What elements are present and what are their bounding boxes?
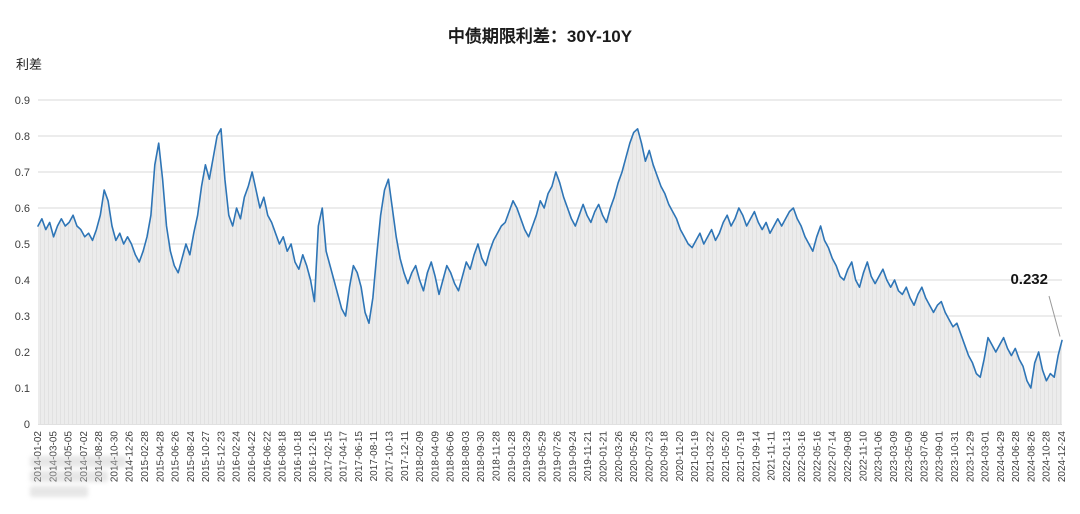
x-tick-label: 2022-05-16 bbox=[813, 431, 824, 483]
y-tick-label: 0.1 bbox=[15, 383, 30, 395]
x-tick-label: 2015-12-23 bbox=[216, 431, 227, 483]
x-tick-label: 2020-01-21 bbox=[599, 431, 610, 483]
x-tick-label: 2024-06-28 bbox=[1011, 431, 1022, 483]
x-tick-label: 2024-10-28 bbox=[1042, 431, 1053, 483]
y-tick-label: 0.3 bbox=[15, 311, 30, 323]
x-tick-label: 2019-05-29 bbox=[537, 431, 548, 483]
x-tick-label: 2022-11-10 bbox=[858, 431, 869, 482]
x-tick-label: 2021-01-19 bbox=[690, 431, 701, 483]
x-tick-label: 2014-10-30 bbox=[109, 431, 120, 483]
x-tick-label: 2018-06-06 bbox=[446, 431, 457, 483]
x-tick-label: 2014-01-02 bbox=[33, 431, 44, 483]
x-tick-label: 2023-09-01 bbox=[935, 431, 946, 483]
x-tick-label: 2023-05-09 bbox=[904, 431, 915, 483]
x-tick-label: 2021-11-11 bbox=[767, 431, 778, 481]
x-tick-label: 2021-09-14 bbox=[751, 431, 762, 483]
x-tick-label: 2022-09-08 bbox=[843, 431, 854, 483]
y-tick-label: 0.2 bbox=[15, 347, 30, 359]
spread-line-series bbox=[37, 128, 1063, 389]
x-tick-label: 2014-07-02 bbox=[79, 431, 90, 483]
x-tick-label: 2017-10-13 bbox=[385, 431, 396, 483]
x-tick-label: 2015-04-28 bbox=[155, 431, 166, 483]
x-tick-label: 2018-04-09 bbox=[430, 431, 441, 483]
x-tick-label: 2014-03-05 bbox=[48, 431, 59, 483]
x-tick-label: 2020-07-23 bbox=[644, 431, 655, 483]
x-tick-label: 2023-12-29 bbox=[965, 431, 976, 483]
x-tick-label: 2024-04-29 bbox=[996, 431, 1007, 483]
x-tick-label: 2024-03-01 bbox=[981, 431, 992, 483]
annotation-leader-line bbox=[1048, 295, 1061, 337]
x-tick-label: 2015-10-27 bbox=[201, 431, 212, 483]
x-tick-label: 2019-09-24 bbox=[568, 431, 579, 483]
x-tick-label: 2015-08-24 bbox=[186, 431, 197, 483]
x-tick-label: 2017-12-11 bbox=[400, 431, 411, 482]
x-tick-label: 2023-07-06 bbox=[919, 431, 930, 483]
y-axis-title: 利差 bbox=[16, 57, 43, 72]
x-tick-label: 2022-07-14 bbox=[828, 431, 839, 483]
x-tick-label: 2018-09-30 bbox=[476, 431, 487, 483]
last-value-annotation: 0.232 bbox=[1010, 271, 1048, 288]
x-tick-label: 2019-07-26 bbox=[553, 431, 564, 483]
y-tick-label: 0.9 bbox=[15, 95, 30, 107]
x-tick-label: 2020-09-18 bbox=[660, 431, 671, 483]
x-tick-label: 2014-08-28 bbox=[94, 431, 105, 483]
y-tick-label: 0.8 bbox=[15, 131, 30, 143]
x-tick-label: 2018-02-09 bbox=[415, 431, 426, 483]
x-tick-label: 2020-03-26 bbox=[614, 431, 625, 483]
x-tick-label: 2024-12-24 bbox=[1057, 431, 1068, 483]
x-tick-label: 2021-05-20 bbox=[721, 431, 732, 483]
x-tick-label: 2022-03-16 bbox=[797, 431, 808, 483]
x-tick-label: 2019-11-21 bbox=[583, 431, 594, 482]
x-tick-label: 2022-01-13 bbox=[782, 431, 793, 483]
x-tick-label: 2020-05-26 bbox=[629, 431, 640, 483]
x-tick-label: 2023-10-31 bbox=[950, 431, 961, 483]
x-tick-label: 2020-11-20 bbox=[675, 431, 686, 482]
x-tick-label: 2018-11-28 bbox=[492, 431, 503, 482]
y-tick-label: 0 bbox=[24, 419, 30, 431]
x-tick-label: 2024-08-26 bbox=[1026, 431, 1037, 483]
x-tick-label: 2017-02-15 bbox=[323, 431, 334, 483]
annotation-leader bbox=[1048, 295, 1061, 337]
x-tick-label: 2023-01-06 bbox=[874, 431, 885, 483]
x-tick-label: 2015-02-28 bbox=[140, 431, 151, 483]
x-tick-label: 2016-04-22 bbox=[247, 431, 258, 483]
y-tick-label: 0.7 bbox=[15, 167, 30, 179]
x-tick-label: 2021-07-19 bbox=[736, 431, 747, 483]
x-tick-label: 2021-03-22 bbox=[706, 431, 717, 483]
x-tick-label: 2017-08-11 bbox=[369, 431, 380, 482]
line-path bbox=[37, 128, 1063, 389]
area-path bbox=[38, 128, 1062, 425]
x-tick-label: 2015-06-26 bbox=[171, 431, 182, 483]
x-tick-label: 2016-12-16 bbox=[308, 431, 319, 483]
x-tick-label: 2014-05-05 bbox=[64, 431, 75, 483]
area-fill bbox=[38, 128, 1062, 425]
chart-title: 中债期限利差：30Y-10Y bbox=[447, 27, 633, 46]
x-tick-label: 2016-08-18 bbox=[278, 431, 289, 483]
x-tick-label: 2016-02-24 bbox=[232, 431, 243, 483]
x-tick-label: 2019-03-29 bbox=[522, 431, 533, 483]
x-tick-label: 2016-10-18 bbox=[293, 431, 304, 483]
x-tick-label: 2019-01-28 bbox=[507, 431, 518, 483]
x-tick-label: 2016-06-22 bbox=[262, 431, 273, 483]
x-axis-tick-labels: 2014-01-02 2014-03-05 2014-05-05 2014-07-02… bbox=[33, 431, 1068, 483]
y-tick-label: 0.4 bbox=[15, 275, 30, 287]
y-tick-label: 0.5 bbox=[15, 239, 30, 251]
x-tick-label: 2014-12-26 bbox=[125, 431, 136, 483]
x-tick-label: 2017-06-15 bbox=[354, 431, 365, 483]
x-tick-label: 2018-08-03 bbox=[461, 431, 472, 483]
x-tick-label: 2023-03-09 bbox=[889, 431, 900, 483]
x-tick-label: 2017-04-17 bbox=[339, 431, 350, 483]
y-axis-tick-labels: 0 0.1 0.2 0.3 0.4 0.5 0.6 0.7 0.8 0.9 bbox=[15, 95, 30, 431]
y-tick-label: 0.6 bbox=[15, 203, 30, 215]
